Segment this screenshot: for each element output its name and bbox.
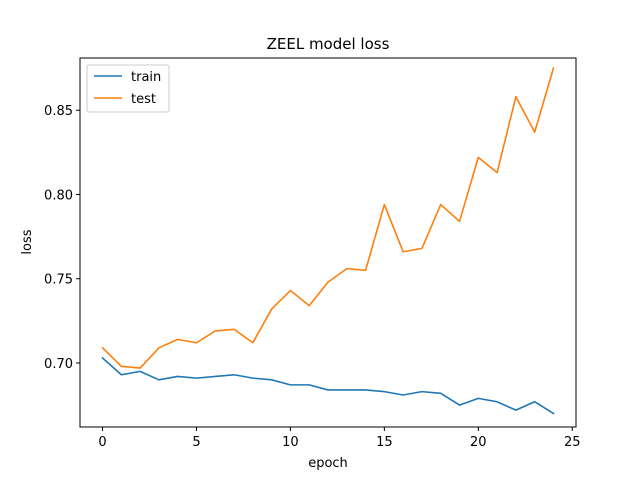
series-line-test bbox=[101, 67, 555, 369]
y-tick-label: 0.75 bbox=[44, 273, 73, 288]
y-axis-label: loss bbox=[20, 229, 35, 254]
x-tick-label: 25 bbox=[564, 435, 581, 450]
y-tick-label: 0.70 bbox=[44, 357, 73, 372]
plot-frame bbox=[79, 57, 577, 428]
chart-title: ZEEL model loss bbox=[267, 35, 390, 53]
x-tick-label: 15 bbox=[376, 435, 393, 450]
legend-label-train: train bbox=[131, 70, 161, 85]
x-axis-label: epoch bbox=[308, 456, 348, 471]
x-tick-label: 10 bbox=[282, 435, 299, 450]
series-line-train bbox=[101, 356, 555, 415]
x-tick-label: 0 bbox=[98, 435, 106, 450]
legend-label-test: test bbox=[131, 92, 156, 107]
y-tick-label: 0.85 bbox=[44, 104, 73, 119]
y-tick-label: 0.80 bbox=[44, 188, 73, 203]
x-tick-label: 20 bbox=[470, 435, 487, 450]
legend: train test bbox=[86, 64, 170, 113]
x-tick-label: 5 bbox=[192, 435, 200, 450]
